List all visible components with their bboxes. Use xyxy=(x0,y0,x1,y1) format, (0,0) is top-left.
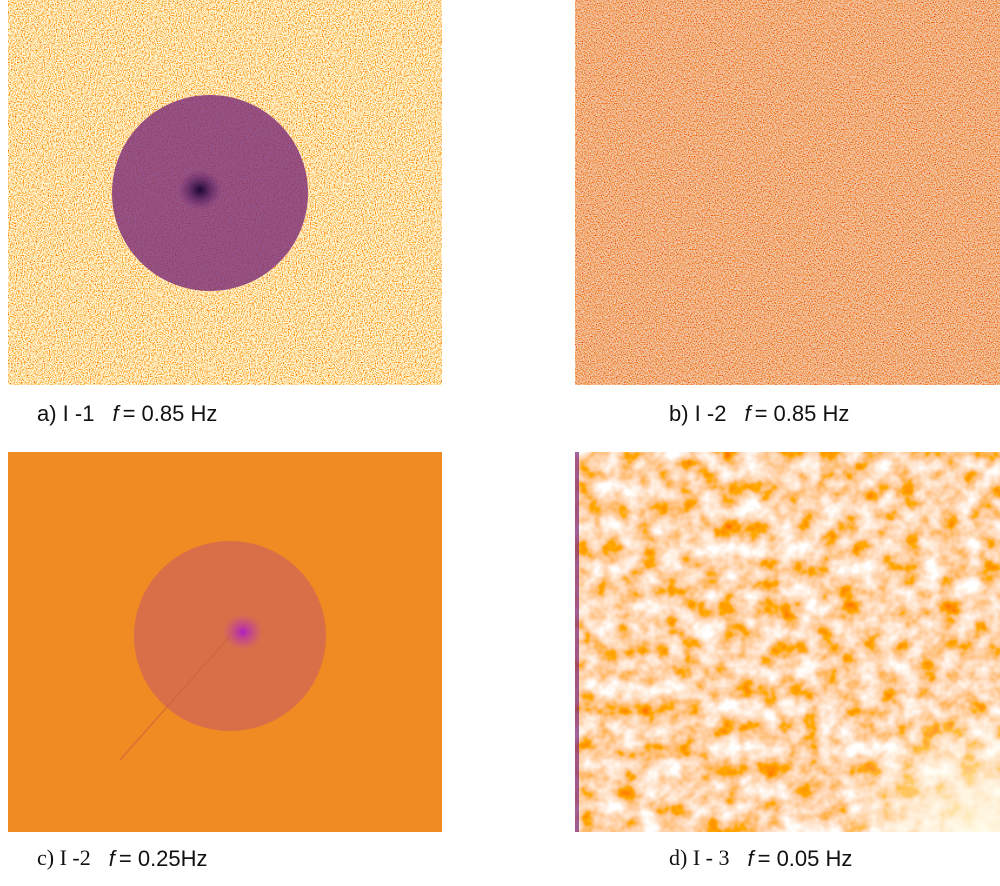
image-b xyxy=(575,0,1000,385)
image-c xyxy=(8,452,442,832)
caption-value: = 0.85 Hz xyxy=(755,401,850,426)
caption: c) I -2 f = 0.25Hz xyxy=(37,845,208,871)
caption-label: a) I -1 xyxy=(37,401,94,426)
caption-symbol: f xyxy=(109,846,118,871)
caption-symbol: f xyxy=(112,401,121,426)
caption-label: b) I -2 xyxy=(669,401,726,426)
caption: a) I -1 f = 0.85 Hz xyxy=(37,401,217,426)
image-d xyxy=(575,452,1000,832)
image-a xyxy=(8,0,442,385)
caption: b) I -2 f = 0.85 Hz xyxy=(669,401,849,426)
caption-value: = 0.05 Hz xyxy=(758,846,853,871)
caption-value: = 0.25Hz xyxy=(119,846,208,871)
caption-label: d) I - 3 xyxy=(669,845,729,870)
caption-symbol: f xyxy=(747,846,756,871)
caption-value: = 0.85 Hz xyxy=(123,401,218,426)
caption-symbol: f xyxy=(744,401,753,426)
caption: d) I - 3 f = 0.05 Hz xyxy=(669,845,852,871)
caption-label: c) I -2 xyxy=(37,845,91,870)
